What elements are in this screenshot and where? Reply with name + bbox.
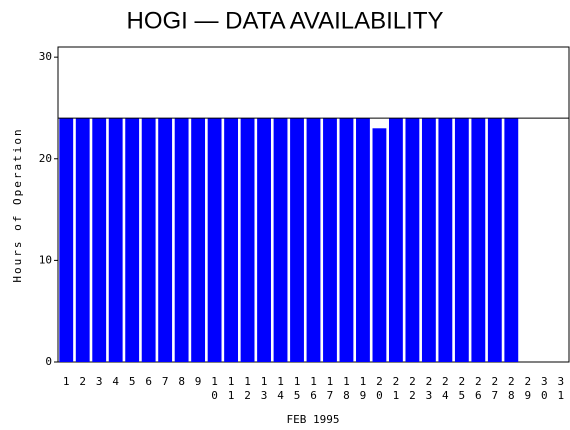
x-tick-label: 8 <box>178 375 185 388</box>
x-tick-label: 6 <box>145 375 152 388</box>
bar <box>405 118 420 363</box>
x-tick-label: 3 <box>96 375 103 388</box>
bar <box>323 118 337 363</box>
x-tick-label: 5 <box>129 375 136 388</box>
bar <box>487 118 502 363</box>
x-tick-label: 1 <box>63 375 70 388</box>
x-tick-label: 9 <box>195 375 202 388</box>
y-tick-label: 30 <box>39 50 52 63</box>
bar <box>125 118 140 363</box>
y-tick-label: 10 <box>39 253 52 266</box>
bar <box>306 118 321 363</box>
bar <box>224 118 239 363</box>
bar <box>257 118 271 363</box>
bar <box>421 118 436 363</box>
bar <box>174 118 189 363</box>
x-tick-label: 2 <box>79 375 86 388</box>
bar <box>141 118 156 363</box>
bar <box>388 118 403 363</box>
bar <box>438 118 453 363</box>
bar <box>372 128 387 362</box>
bar <box>207 118 222 363</box>
bar <box>191 118 206 363</box>
y-axis-label: Hours of Operation <box>11 127 24 282</box>
x-axis-label: FEB 1995 <box>287 413 340 426</box>
bar <box>158 118 173 363</box>
bar <box>471 118 486 363</box>
y-tick-label: 20 <box>39 152 52 165</box>
bar <box>504 118 519 363</box>
chart-title: HOGI — DATA AVAILABILITY <box>127 7 444 34</box>
bar <box>92 118 107 363</box>
bar <box>75 118 90 363</box>
bar <box>356 118 370 363</box>
bar <box>240 118 255 363</box>
bar <box>59 118 74 363</box>
bar <box>339 118 354 363</box>
x-tick-label: 7 <box>162 375 169 388</box>
bar <box>273 118 288 363</box>
y-tick-label: 0 <box>45 355 52 368</box>
x-tick-label: 4 <box>112 375 119 388</box>
bar <box>454 118 469 363</box>
bar <box>108 118 123 363</box>
bar <box>290 118 304 363</box>
